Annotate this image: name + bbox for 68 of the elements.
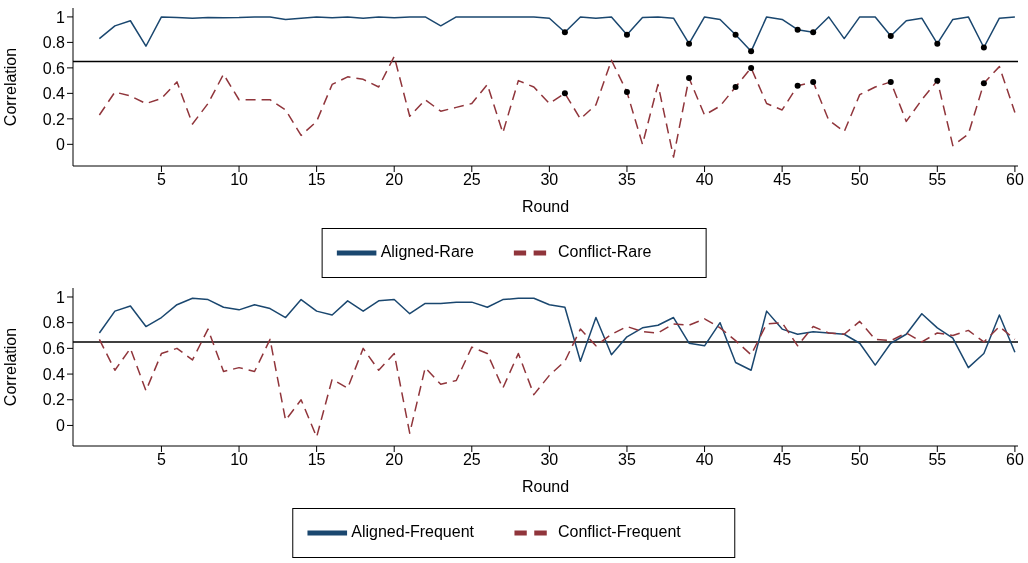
x-tick-label: 25	[462, 171, 481, 189]
x-tick-label: 60	[1006, 451, 1024, 469]
x-tick-label: 20	[385, 451, 404, 469]
point	[934, 77, 941, 84]
y-tick-label: 0.2	[42, 391, 66, 409]
point	[732, 84, 739, 90]
point	[794, 82, 801, 89]
y-tick-label: 1	[56, 8, 66, 26]
line-series	[98, 16, 1016, 53]
y-tick-label: 0.6	[42, 340, 66, 358]
point	[686, 40, 693, 47]
point	[748, 64, 755, 71]
x-tick-label: 10	[230, 451, 249, 469]
line-series	[98, 318, 1016, 438]
x-tick-label: 45	[773, 171, 792, 189]
x-tick-label: 40	[695, 451, 714, 469]
point	[810, 29, 817, 36]
y-tick-label: 0.4	[42, 365, 66, 383]
point	[810, 78, 817, 85]
x-tick-label: 30	[540, 171, 559, 189]
y-tick-label: 0.8	[42, 314, 66, 332]
legend-label: Conflict-Rare	[558, 243, 652, 261]
x-tick-label: 20	[385, 171, 404, 189]
y-tick-label: 0.2	[42, 110, 66, 128]
x-tick-label: 50	[850, 171, 869, 189]
x-tick-label: 55	[928, 451, 947, 469]
y-tick-label: 0.4	[42, 85, 66, 103]
point	[980, 80, 987, 87]
x-tick-label: 50	[850, 451, 869, 469]
point	[732, 31, 739, 38]
x-tick-label: 5	[157, 171, 166, 189]
x-tick-label: 45	[773, 451, 792, 469]
legend-label: Conflict-Frequent	[558, 523, 681, 541]
x-tick-label: 55	[928, 171, 947, 189]
x-tick-label: 25	[462, 451, 481, 469]
point	[686, 75, 693, 82]
x-axis-title: Round	[521, 478, 570, 495]
y-axis-title: Correlation	[1, 327, 19, 407]
legend-label: Aligned-Frequent	[351, 523, 475, 541]
point	[561, 29, 568, 36]
x-tick-label: 15	[307, 171, 326, 189]
point	[794, 26, 801, 33]
x-tick-label: 60	[1006, 171, 1024, 189]
x-tick-label: 35	[618, 171, 636, 189]
y-tick-label: 0.8	[42, 34, 66, 52]
line-series	[98, 55, 1016, 158]
y-tick-label: 0	[56, 136, 66, 154]
point	[623, 89, 630, 96]
y-axis-title: Correlation	[1, 47, 19, 127]
point	[561, 90, 568, 97]
x-tick-label: 30	[540, 451, 559, 469]
x-tick-label: 35	[618, 451, 636, 469]
x-tick-label: 15	[307, 451, 326, 469]
x-axis-title: Round	[521, 198, 570, 215]
y-tick-label: 1	[56, 288, 66, 306]
point	[980, 44, 987, 51]
legend-label: Aligned-Rare	[380, 243, 475, 261]
point	[887, 33, 894, 40]
x-tick-label: 10	[230, 171, 249, 189]
y-tick-label: 0.6	[42, 59, 66, 77]
x-tick-label: 5	[157, 451, 166, 469]
line-series	[98, 297, 1016, 371]
x-tick-label: 40	[695, 171, 714, 189]
point	[934, 40, 941, 47]
point	[623, 31, 630, 38]
y-tick-label: 0	[56, 417, 66, 435]
point	[748, 48, 755, 55]
point	[887, 78, 894, 85]
